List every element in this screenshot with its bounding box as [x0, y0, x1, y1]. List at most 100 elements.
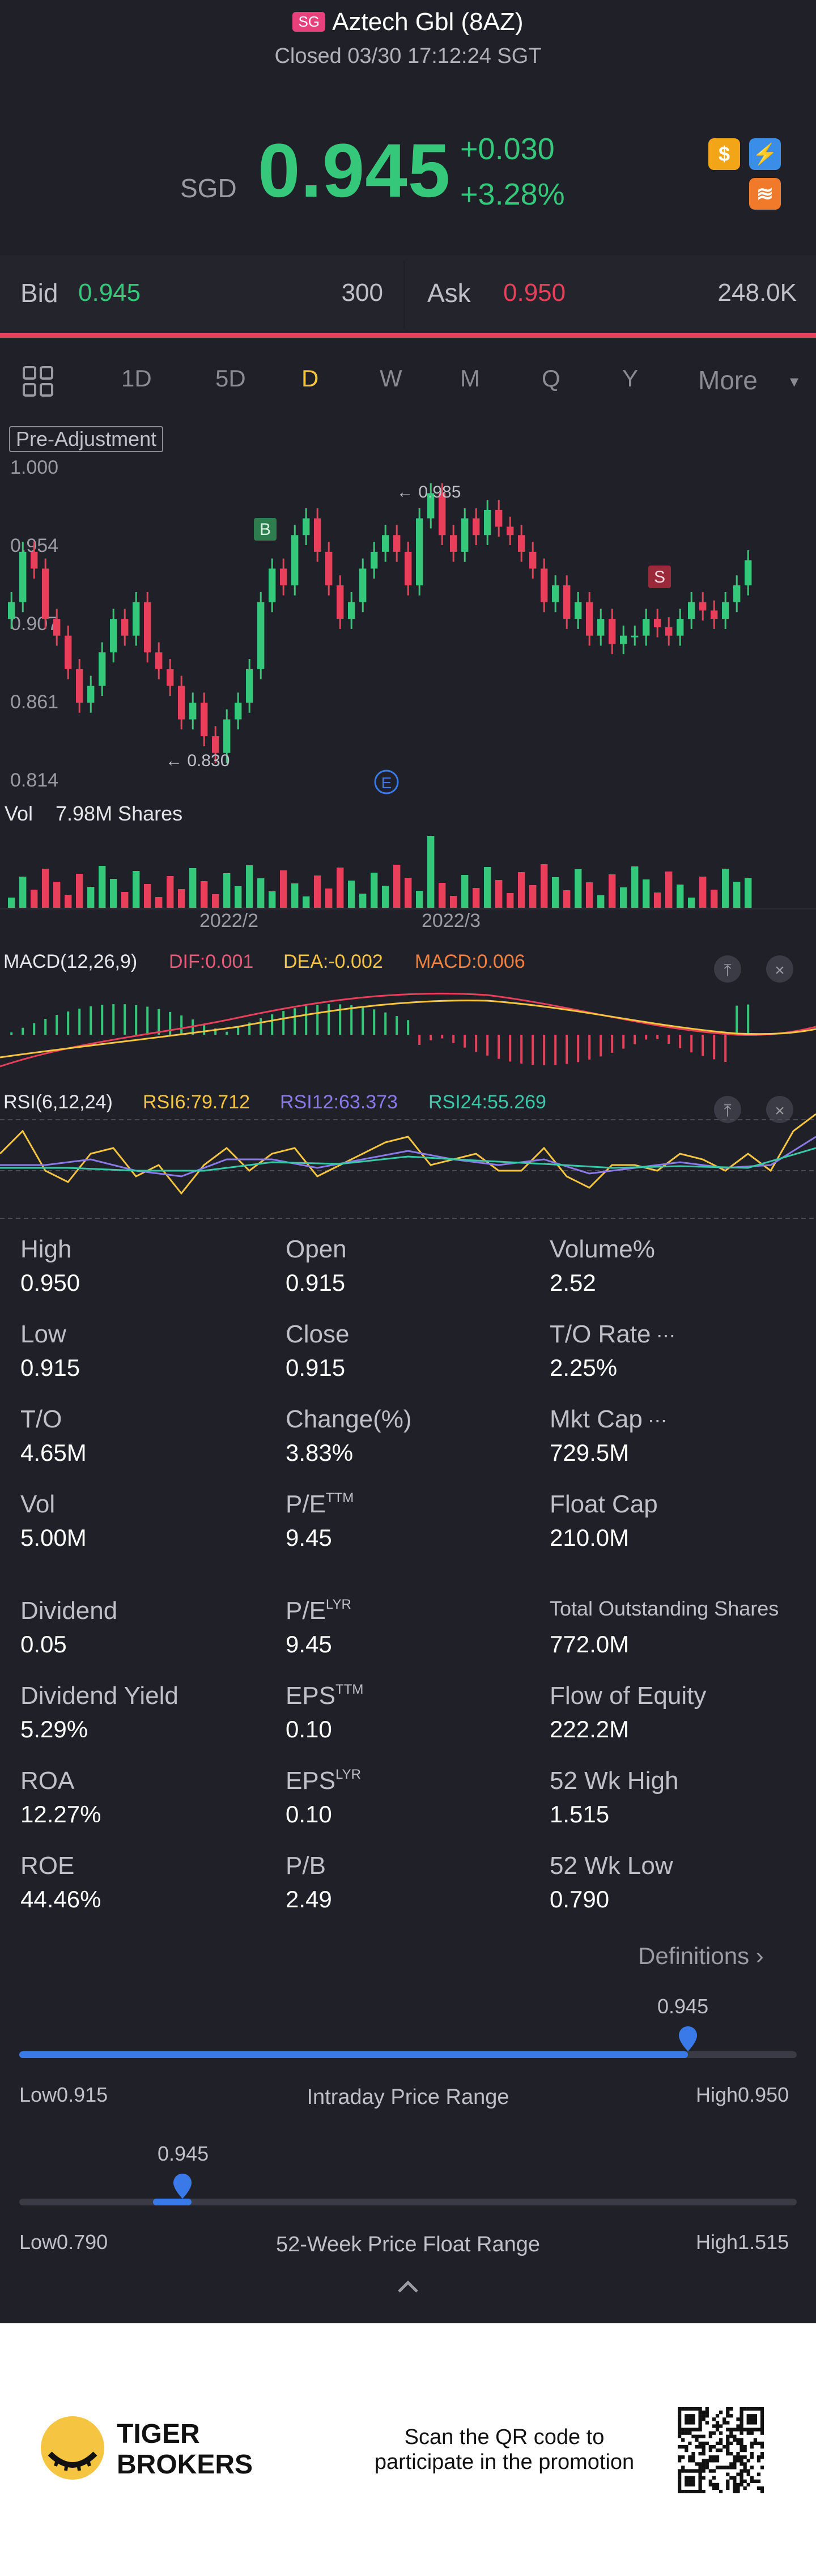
macd-bar	[520, 1035, 523, 1064]
volume-bar	[269, 891, 276, 908]
tab-q[interactable]: Q	[542, 365, 560, 392]
volume-bar	[212, 894, 219, 908]
volume-bar	[42, 869, 49, 908]
tab-more[interactable]: More	[698, 365, 758, 395]
intraday-range: 0.945 Low0.915 Intraday Price Range High…	[0, 1995, 816, 2109]
tab-5d[interactable]: 5D	[215, 365, 246, 392]
buy-marker[interactable]: B	[260, 520, 271, 539]
sell-marker[interactable]: S	[654, 568, 665, 586]
options-icon[interactable]: ≋	[749, 178, 781, 210]
stat-value: 0.950	[20, 1269, 80, 1296]
info-icon[interactable]: ⋯	[651, 1325, 675, 1347]
price-change-percent: +3.28%	[460, 177, 565, 211]
macd-bar	[226, 1031, 228, 1035]
volume-bar	[121, 892, 129, 908]
stat-value: 2.25%	[550, 1354, 618, 1381]
volume-bar	[439, 883, 446, 908]
macd-bar	[203, 1023, 206, 1035]
stat-label: ROA	[20, 1767, 75, 1795]
candle	[586, 602, 593, 636]
candle	[87, 686, 95, 703]
candle	[291, 535, 299, 585]
volume-bar	[575, 869, 582, 908]
volume-bar	[586, 882, 593, 908]
volume-label: Vol	[5, 802, 33, 825]
macd-bar	[135, 1005, 138, 1035]
week52-current: 0.945	[158, 2142, 209, 2165]
volume-bar	[371, 873, 378, 908]
macd-bar	[339, 1004, 342, 1035]
volume-bar	[552, 877, 559, 908]
macd-bar	[384, 1012, 387, 1035]
macd-bar	[90, 1006, 92, 1035]
stat-label: Flow of Equity	[550, 1682, 707, 1710]
macd-bar	[169, 1011, 172, 1035]
tab-d[interactable]: D	[301, 365, 319, 392]
candle	[427, 493, 435, 518]
volume-bar	[155, 897, 163, 908]
candle	[597, 619, 605, 636]
volume-bar	[495, 880, 503, 908]
candle	[745, 560, 752, 585]
candle	[178, 686, 185, 720]
week52-track	[19, 2199, 797, 2205]
macd-bar	[690, 1035, 693, 1053]
macd-bar	[724, 1035, 727, 1062]
tab-m[interactable]: M	[460, 365, 480, 392]
grid-layout-icon[interactable]	[22, 365, 54, 401]
chevron-up-icon[interactable]	[397, 2278, 419, 2298]
macd-bar	[328, 1004, 330, 1035]
volume-bar	[507, 893, 514, 908]
candle	[19, 551, 27, 602]
stat-label: Vol	[20, 1490, 56, 1518]
volume-bar	[359, 894, 367, 908]
y-tick: 0.861	[10, 691, 58, 713]
event-marker[interactable]: E	[381, 774, 392, 792]
pin-icon[interactable]	[714, 955, 741, 983]
volume-bar	[246, 865, 253, 908]
stat-label: Close	[286, 1320, 350, 1348]
low-marker: ← 0.830	[165, 751, 230, 770]
candle	[654, 619, 661, 627]
stat-value: 729.5M	[550, 1439, 630, 1466]
volume-bar	[393, 865, 401, 908]
dollar-icon[interactable]: $	[708, 138, 740, 170]
volume-bar	[314, 875, 321, 908]
candle	[257, 602, 265, 669]
candle	[133, 602, 140, 636]
macd-bar	[554, 1035, 557, 1065]
volume-bar	[201, 881, 208, 908]
brand-line2: BROKERS	[117, 2450, 253, 2480]
candle	[121, 619, 129, 636]
stat-value: 2.49	[286, 1886, 332, 1912]
pin-icon[interactable]	[714, 1096, 741, 1123]
volume-bar	[416, 891, 423, 908]
stat-label: T/O Rate ⋯	[550, 1320, 675, 1348]
price-change: +0.030	[460, 132, 555, 166]
qr-code-icon[interactable]	[678, 2407, 764, 2496]
buy-marker-bg	[254, 518, 277, 541]
candlestick-chart[interactable]: 1.000 0.954 0.907 0.861 0.814 ← 0.985 ← …	[0, 417, 816, 1222]
stat-value: 772.0M	[550, 1631, 630, 1657]
tab-w[interactable]: W	[380, 365, 402, 392]
promo-line1: Scan the QR code to	[404, 2425, 605, 2449]
pre-adjustment-toggle[interactable]: Pre-Adjustment	[9, 426, 164, 452]
close-icon[interactable]	[766, 1096, 793, 1123]
volume-bar	[291, 883, 299, 908]
tab-1d[interactable]: 1D	[121, 365, 152, 392]
macd-bar	[509, 1035, 512, 1062]
volume-bar	[733, 882, 741, 908]
candle	[677, 619, 684, 636]
close-icon[interactable]	[766, 955, 793, 983]
definitions-link[interactable]: Definitions ›	[638, 1942, 764, 1969]
candle	[393, 535, 401, 552]
volume-bar	[76, 874, 83, 908]
macd-bar	[634, 1035, 636, 1044]
tab-y[interactable]: Y	[622, 365, 639, 392]
chevron-down-icon[interactable]: ▾	[790, 372, 799, 391]
lightning-icon[interactable]: ⚡	[749, 138, 781, 170]
stat-label: 52 Wk Low	[550, 1852, 673, 1880]
volume-bar	[405, 878, 412, 908]
macd-bar	[452, 1035, 455, 1043]
info-icon[interactable]: ⋯	[642, 1410, 668, 1432]
